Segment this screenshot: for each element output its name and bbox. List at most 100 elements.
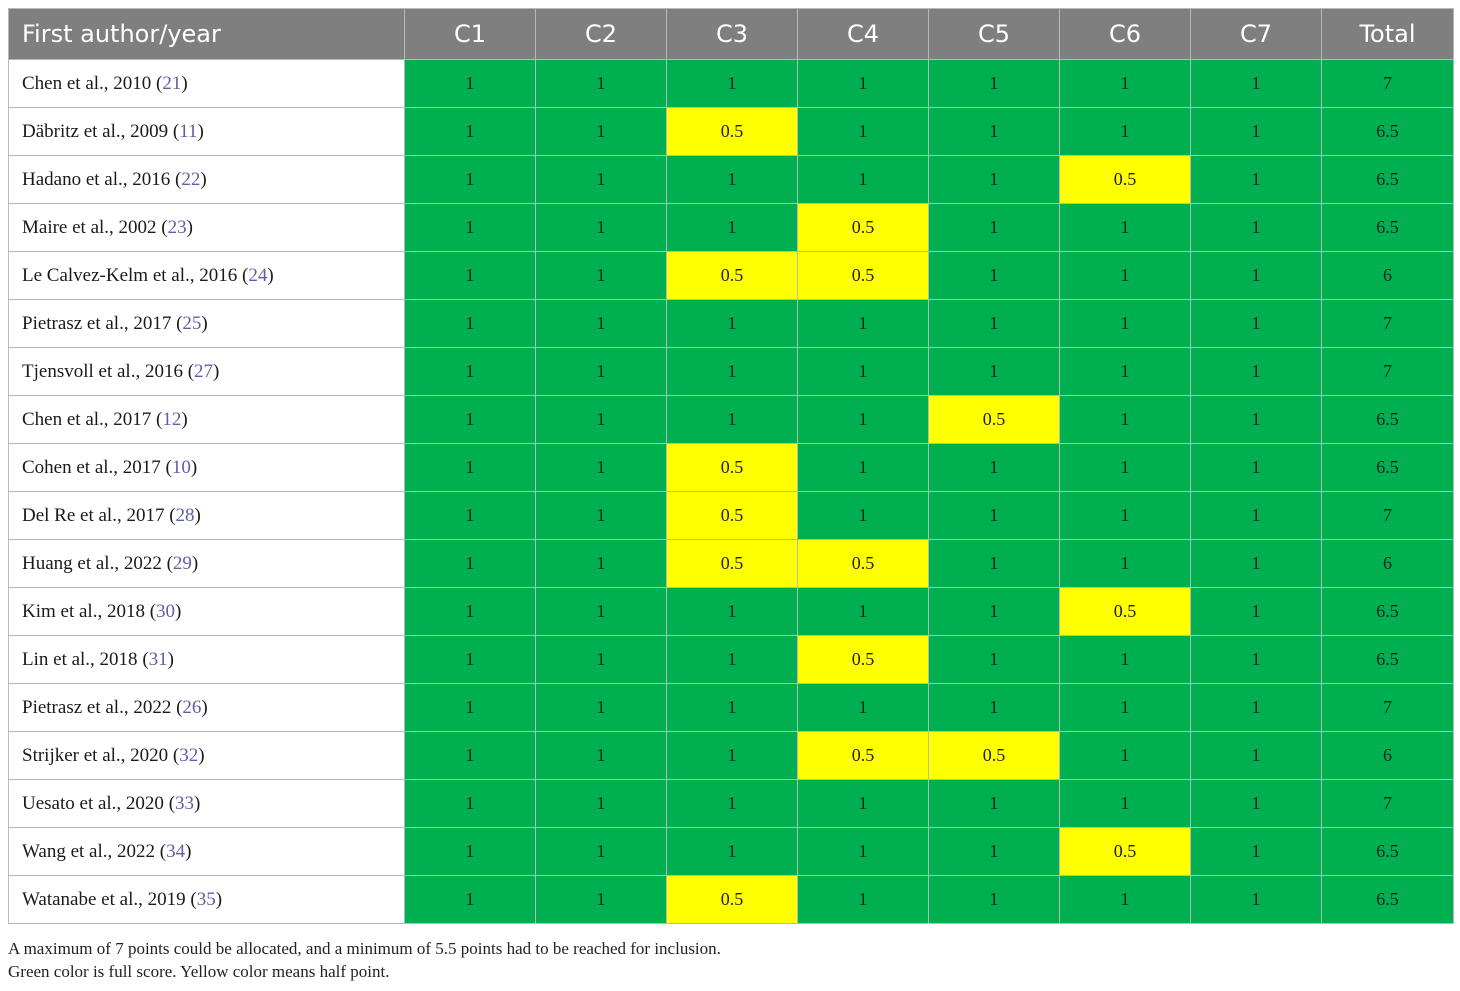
- score-cell-c3: 1: [666, 395, 798, 444]
- column-header-total: Total: [1321, 8, 1454, 60]
- author-cell: Maire et al., 2002 (23): [8, 203, 405, 252]
- author-name: Chen et al., 2017: [22, 408, 152, 430]
- reference-link[interactable]: 27: [194, 360, 214, 382]
- score-cell-c6: 1: [1059, 635, 1191, 684]
- score-cell-c7: 1: [1190, 683, 1322, 732]
- score-cell-c1: 1: [404, 107, 536, 156]
- author-name: Pietrasz et al., 2022: [22, 696, 172, 718]
- score-cell-c3: 1: [666, 683, 798, 732]
- author-cell: Chen et al., 2010 (21): [8, 59, 405, 108]
- score-cell-c2: 1: [535, 347, 667, 396]
- reference-link[interactable]: 22: [181, 168, 201, 190]
- author-cell: Watanabe et al., 2019 (35): [8, 875, 405, 924]
- reference-link[interactable]: 28: [175, 504, 195, 526]
- score-cell-c2: 1: [535, 155, 667, 204]
- score-cell-c7: 1: [1190, 731, 1322, 780]
- author-name: Watanabe et al., 2019: [22, 888, 186, 910]
- score-cell-c2: 1: [535, 299, 667, 348]
- reference-link[interactable]: 35: [196, 888, 216, 910]
- score-cell-c5: 1: [928, 827, 1060, 876]
- reference-link[interactable]: 26: [182, 696, 202, 718]
- total-cell: 7: [1321, 683, 1454, 732]
- score-cell-c4: 0.5: [797, 731, 929, 780]
- score-cell-c1: 1: [404, 539, 536, 588]
- score-cell-c7: 1: [1190, 347, 1322, 396]
- total-cell: 6.5: [1321, 827, 1454, 876]
- score-cell-c1: 1: [404, 491, 536, 540]
- table-row: Tjensvoll et al., 2016 (27) 1 1 1 1 1 1 1 7: [8, 347, 1454, 396]
- total-cell: 6.5: [1321, 107, 1454, 156]
- author-name: Kim et al., 2018: [22, 600, 145, 622]
- column-header-c5: C5: [928, 8, 1060, 60]
- quality-assessment-table: First author/year C1 C2 C3 C4 C5 C6 C7 Total Che…: [8, 8, 1454, 924]
- reference-link[interactable]: 25: [182, 312, 202, 334]
- reference-link[interactable]: 24: [248, 264, 268, 286]
- reference-link[interactable]: 11: [179, 120, 198, 142]
- score-cell-c4: 1: [797, 347, 929, 396]
- table-body: Chen et al., 2010 (21) 1 1 1 1 1 1 1 7 Däbritz et…: [8, 59, 1454, 924]
- score-cell-c2: 1: [535, 731, 667, 780]
- column-header-c7: C7: [1190, 8, 1322, 60]
- total-cell: 6.5: [1321, 443, 1454, 492]
- table-row: Kim et al., 2018 (30) 1 1 1 1 1 0.5 1 6.5: [8, 587, 1454, 636]
- score-cell-c1: 1: [404, 347, 536, 396]
- total-cell: 6.5: [1321, 395, 1454, 444]
- score-cell-c4: 1: [797, 443, 929, 492]
- score-cell-c2: 1: [535, 395, 667, 444]
- score-cell-c2: 1: [535, 779, 667, 828]
- score-cell-c2: 1: [535, 587, 667, 636]
- author-name: Lin et al., 2018: [22, 648, 138, 670]
- author-name: Huang et al., 2022: [22, 552, 162, 574]
- score-cell-c4: 1: [797, 491, 929, 540]
- reference-link[interactable]: 10: [171, 456, 191, 478]
- table-row: Uesato et al., 2020 (33) 1 1 1 1 1 1 1 7: [8, 779, 1454, 828]
- score-cell-c6: 1: [1059, 203, 1191, 252]
- score-cell-c7: 1: [1190, 251, 1322, 300]
- score-cell-c5: 1: [928, 683, 1060, 732]
- reference-link[interactable]: 32: [179, 744, 199, 766]
- score-cell-c7: 1: [1190, 299, 1322, 348]
- table-row: Del Re et al., 2017 (28) 1 1 0.5 1 1 1 1 7: [8, 491, 1454, 540]
- score-cell-c3: 0.5: [666, 491, 798, 540]
- score-cell-c4: 0.5: [797, 635, 929, 684]
- table-row: Le Calvez-Kelm et al., 2016 (24) 1 1 0.5 0.5…: [8, 251, 1454, 300]
- reference-link[interactable]: 34: [166, 840, 186, 862]
- score-cell-c5: 1: [928, 443, 1060, 492]
- table-row: Pietrasz et al., 2022 (26) 1 1 1 1 1 1 1 7: [8, 683, 1454, 732]
- author-name: Le Calvez-Kelm et al., 2016: [22, 264, 238, 286]
- score-cell-c4: 1: [797, 155, 929, 204]
- score-cell-c2: 1: [535, 59, 667, 108]
- author-name: Uesato et al., 2020: [22, 792, 164, 814]
- author-cell: Hadano et al., 2016 (22): [8, 155, 405, 204]
- reference-link[interactable]: 12: [162, 408, 182, 430]
- score-cell-c3: 1: [666, 731, 798, 780]
- total-cell: 6.5: [1321, 587, 1454, 636]
- score-cell-c2: 1: [535, 443, 667, 492]
- score-cell-c6: 0.5: [1059, 827, 1191, 876]
- score-cell-c7: 1: [1190, 107, 1322, 156]
- score-cell-c2: 1: [535, 683, 667, 732]
- score-cell-c5: 1: [928, 539, 1060, 588]
- score-cell-c5: 1: [928, 587, 1060, 636]
- score-cell-c6: 1: [1059, 683, 1191, 732]
- author-cell: Chen et al., 2017 (12): [8, 395, 405, 444]
- reference-link[interactable]: 31: [148, 648, 168, 670]
- reference-link[interactable]: 23: [167, 216, 187, 238]
- author-name: Pietrasz et al., 2017: [22, 312, 172, 334]
- reference-link[interactable]: 33: [175, 792, 195, 814]
- reference-link[interactable]: 21: [162, 72, 182, 94]
- author-cell: Pietrasz et al., 2022 (26): [8, 683, 405, 732]
- score-cell-c5: 1: [928, 155, 1060, 204]
- score-cell-c4: 1: [797, 683, 929, 732]
- score-cell-c2: 1: [535, 635, 667, 684]
- reference-link[interactable]: 29: [172, 552, 192, 574]
- score-cell-c6: 0.5: [1059, 155, 1191, 204]
- score-cell-c2: 1: [535, 875, 667, 924]
- total-cell: 6.5: [1321, 635, 1454, 684]
- author-name: Hadano et al., 2016: [22, 168, 171, 190]
- table-row: Strijker et al., 2020 (32) 1 1 1 0.5 0.5 1 1 6: [8, 731, 1454, 780]
- score-cell-c4: 0.5: [797, 251, 929, 300]
- total-cell: 6: [1321, 539, 1454, 588]
- reference-link[interactable]: 30: [156, 600, 176, 622]
- score-cell-c1: 1: [404, 299, 536, 348]
